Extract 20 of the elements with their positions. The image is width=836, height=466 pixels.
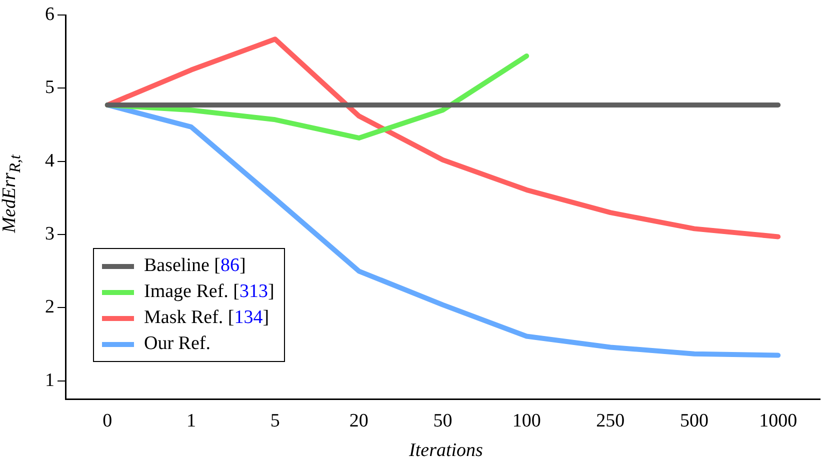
- y-tick-label: 3: [45, 224, 54, 245]
- x-axis-title: Iterations: [408, 440, 484, 462]
- x-tick-label: 1: [186, 410, 196, 432]
- x-tick-label: 50: [433, 410, 452, 432]
- y-tick-label: 4: [45, 150, 55, 172]
- x-tick-label: 250: [596, 410, 625, 432]
- x-tick-label: 5: [270, 410, 280, 432]
- x-tick-label: 0: [102, 410, 112, 432]
- x-tick-label: 1000: [759, 410, 798, 432]
- x-tick-label: 100: [512, 410, 541, 432]
- x-tick-label: 500: [680, 410, 708, 432]
- y-tick-label: 2: [45, 296, 54, 318]
- legend-label: Our Ref.: [144, 333, 210, 355]
- y-tick-label: 1: [45, 370, 54, 391]
- legend-label: Image Ref. [313]: [144, 281, 274, 303]
- legend-label: Mask Ref. [134]: [144, 307, 270, 329]
- y-tick-label: 5: [45, 77, 54, 98]
- y-tick-label: 6: [45, 4, 54, 25]
- legend-label: Baseline [86]: [144, 255, 246, 277]
- x-tick-label: 20: [349, 410, 368, 432]
